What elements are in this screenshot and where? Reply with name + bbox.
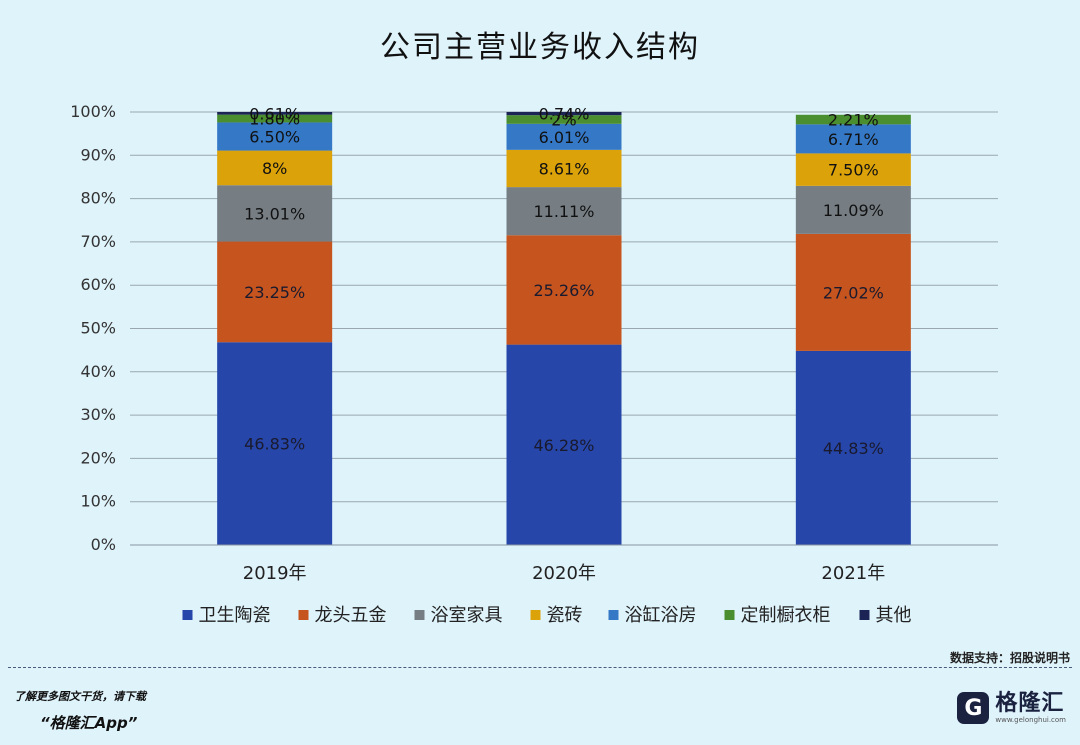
data-source: 数据支持：招股说明书 bbox=[949, 651, 1070, 665]
bar-segment bbox=[795, 153, 911, 186]
promo-text: 了解更多图文干货，请下载 bbox=[14, 690, 146, 703]
footer-divider bbox=[8, 667, 1072, 668]
stacked-bar-chart: 0% 10% 20% 30% 40% 50% 60% 70% 80% 90% 100% 46.83% 2… bbox=[70, 102, 998, 626]
legend-label: 浴缸浴房 bbox=[625, 604, 697, 626]
bar-segment bbox=[217, 122, 333, 151]
bar-segment bbox=[217, 241, 333, 343]
data-label: 11.11% bbox=[533, 202, 594, 221]
data-label: 6.50% bbox=[249, 128, 300, 147]
data-label: 27.02% bbox=[823, 283, 884, 302]
y-tick-label: 30% bbox=[80, 405, 116, 424]
legend-label: 卫生陶瓷 bbox=[199, 605, 271, 626]
bar-segment bbox=[506, 149, 622, 188]
data-label: 46.28% bbox=[533, 436, 594, 455]
bar-segment bbox=[506, 187, 622, 236]
x-tick-label: 2019年 bbox=[243, 563, 307, 584]
bar-segment bbox=[217, 114, 333, 123]
data-label: 6.71% bbox=[828, 130, 879, 149]
bar-segment bbox=[795, 233, 911, 351]
brand-logo: G 格隆汇 www.gelonghui.com bbox=[957, 690, 1066, 726]
x-tick-label: 2020年 bbox=[532, 563, 596, 584]
legend-swatch bbox=[414, 610, 425, 620]
data-label: 8% bbox=[262, 159, 287, 178]
brand-name: 格隆汇 bbox=[995, 690, 1065, 716]
data-label: 0.74% bbox=[539, 105, 590, 124]
bar-segment bbox=[506, 111, 622, 116]
data-label: 8.61% bbox=[539, 159, 590, 178]
data-label: 2.21% bbox=[828, 111, 879, 130]
x-tick-label: 2021年 bbox=[821, 563, 885, 584]
brand-mark-icon: G bbox=[957, 692, 990, 724]
legend-label: 瓷砖 bbox=[547, 605, 583, 626]
bar-segment bbox=[795, 350, 911, 545]
legend-swatch bbox=[608, 610, 619, 620]
legend-swatch bbox=[724, 610, 735, 620]
bar-segment bbox=[506, 344, 622, 545]
bar-segment bbox=[217, 150, 333, 186]
bar-segment bbox=[217, 185, 333, 242]
y-tick-label: 70% bbox=[80, 232, 116, 251]
data-label: 25.26% bbox=[533, 281, 594, 300]
data-label: 44.83% bbox=[823, 439, 884, 458]
legend-swatch bbox=[859, 610, 870, 620]
brand-url: www.gelonghui.com bbox=[995, 715, 1066, 724]
y-tick-label: 20% bbox=[80, 448, 116, 467]
y-tick-label: 100% bbox=[70, 102, 116, 121]
y-tick-label: 60% bbox=[80, 275, 116, 294]
data-label: 6.01% bbox=[539, 128, 590, 147]
bar-segment bbox=[217, 112, 333, 115]
legend-swatch bbox=[182, 610, 193, 620]
data-label: 2% bbox=[551, 110, 576, 129]
legend-label: 定制橱衣柜 bbox=[741, 605, 831, 626]
legend-swatch bbox=[530, 610, 541, 620]
y-tick-label: 40% bbox=[80, 362, 116, 381]
data-label: 7.50% bbox=[828, 161, 879, 180]
y-tick-label: 50% bbox=[80, 319, 116, 338]
legend-label: 其他 bbox=[876, 605, 912, 626]
data-label: 11.09% bbox=[823, 201, 884, 220]
data-label: 23.25% bbox=[244, 283, 305, 302]
y-tick-label: 90% bbox=[80, 145, 116, 164]
bar-segment bbox=[506, 123, 622, 150]
bar-segment bbox=[217, 342, 333, 545]
chart-title: 公司主营业务收入结构 bbox=[380, 30, 700, 65]
legend-swatch bbox=[298, 610, 309, 620]
bar-segment bbox=[795, 124, 911, 154]
data-label: 13.01% bbox=[244, 204, 305, 223]
bar-segment bbox=[506, 235, 622, 345]
y-tick-label: 80% bbox=[80, 189, 116, 208]
bar-segment bbox=[506, 115, 622, 124]
data-label: 46.83% bbox=[244, 435, 305, 454]
legend-label: 浴室家具 bbox=[431, 605, 503, 626]
legend-label: 龙头五金 bbox=[315, 605, 387, 626]
bar-segment bbox=[795, 185, 911, 234]
bar-segment bbox=[795, 114, 911, 125]
promo-app-name: “格隆汇App” bbox=[40, 714, 138, 732]
y-tick-label: 10% bbox=[80, 492, 116, 511]
y-tick-label: 0% bbox=[91, 535, 116, 554]
data-label: 0.61% bbox=[249, 104, 300, 123]
